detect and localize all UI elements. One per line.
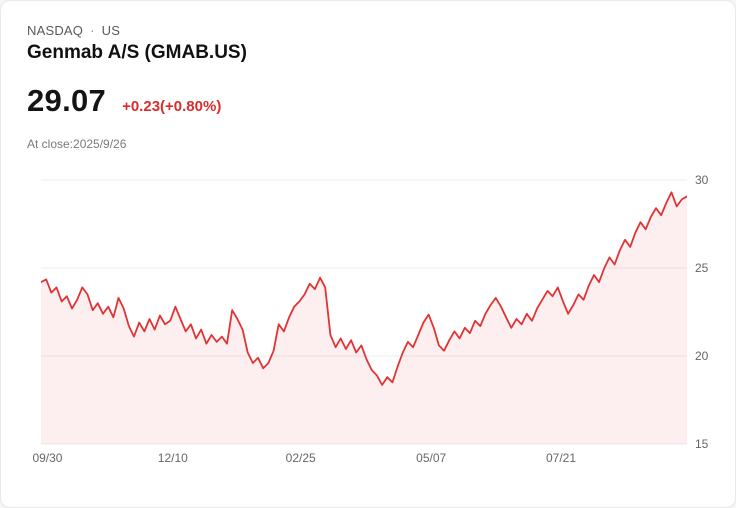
price-chart-area[interactable] xyxy=(40,179,688,445)
as-of-timestamp: At close:2025/9/26 xyxy=(27,137,127,151)
x-tick-label: 12/10 xyxy=(157,451,188,465)
stock-title: Genmab A/S (GMAB.US) xyxy=(27,42,247,63)
price-change: +0.23(+0.80%) xyxy=(122,98,222,115)
x-tick-label: 07/21 xyxy=(546,451,577,465)
last-price: 29.07 xyxy=(27,83,107,118)
y-tick-label: 15 xyxy=(695,437,709,451)
x-axis-labels: 09/30 12/10 02/25 05/07 07/21 xyxy=(32,451,687,467)
price-area-fill xyxy=(41,192,687,444)
x-tick-label: 02/25 xyxy=(285,451,316,465)
price-line xyxy=(40,191,688,386)
y-tick-label: 20 xyxy=(695,349,709,363)
x-tick-label: 09/30 xyxy=(32,451,63,465)
y-tick-label: 25 xyxy=(695,261,709,275)
separator-dot: · xyxy=(90,23,95,38)
y-axis-labels: 30 25 20 15 xyxy=(695,173,729,451)
price-row: 29.07 +0.23(+0.80%) xyxy=(27,83,221,119)
x-tick-label: 05/07 xyxy=(416,451,447,465)
region-label: US xyxy=(101,23,121,38)
price-chart-svg[interactable] xyxy=(40,179,688,445)
exchange-label: NASDAQ xyxy=(27,23,84,38)
y-tick-label: 30 xyxy=(695,173,709,187)
exchange-info: NASDAQ · US xyxy=(27,23,120,38)
